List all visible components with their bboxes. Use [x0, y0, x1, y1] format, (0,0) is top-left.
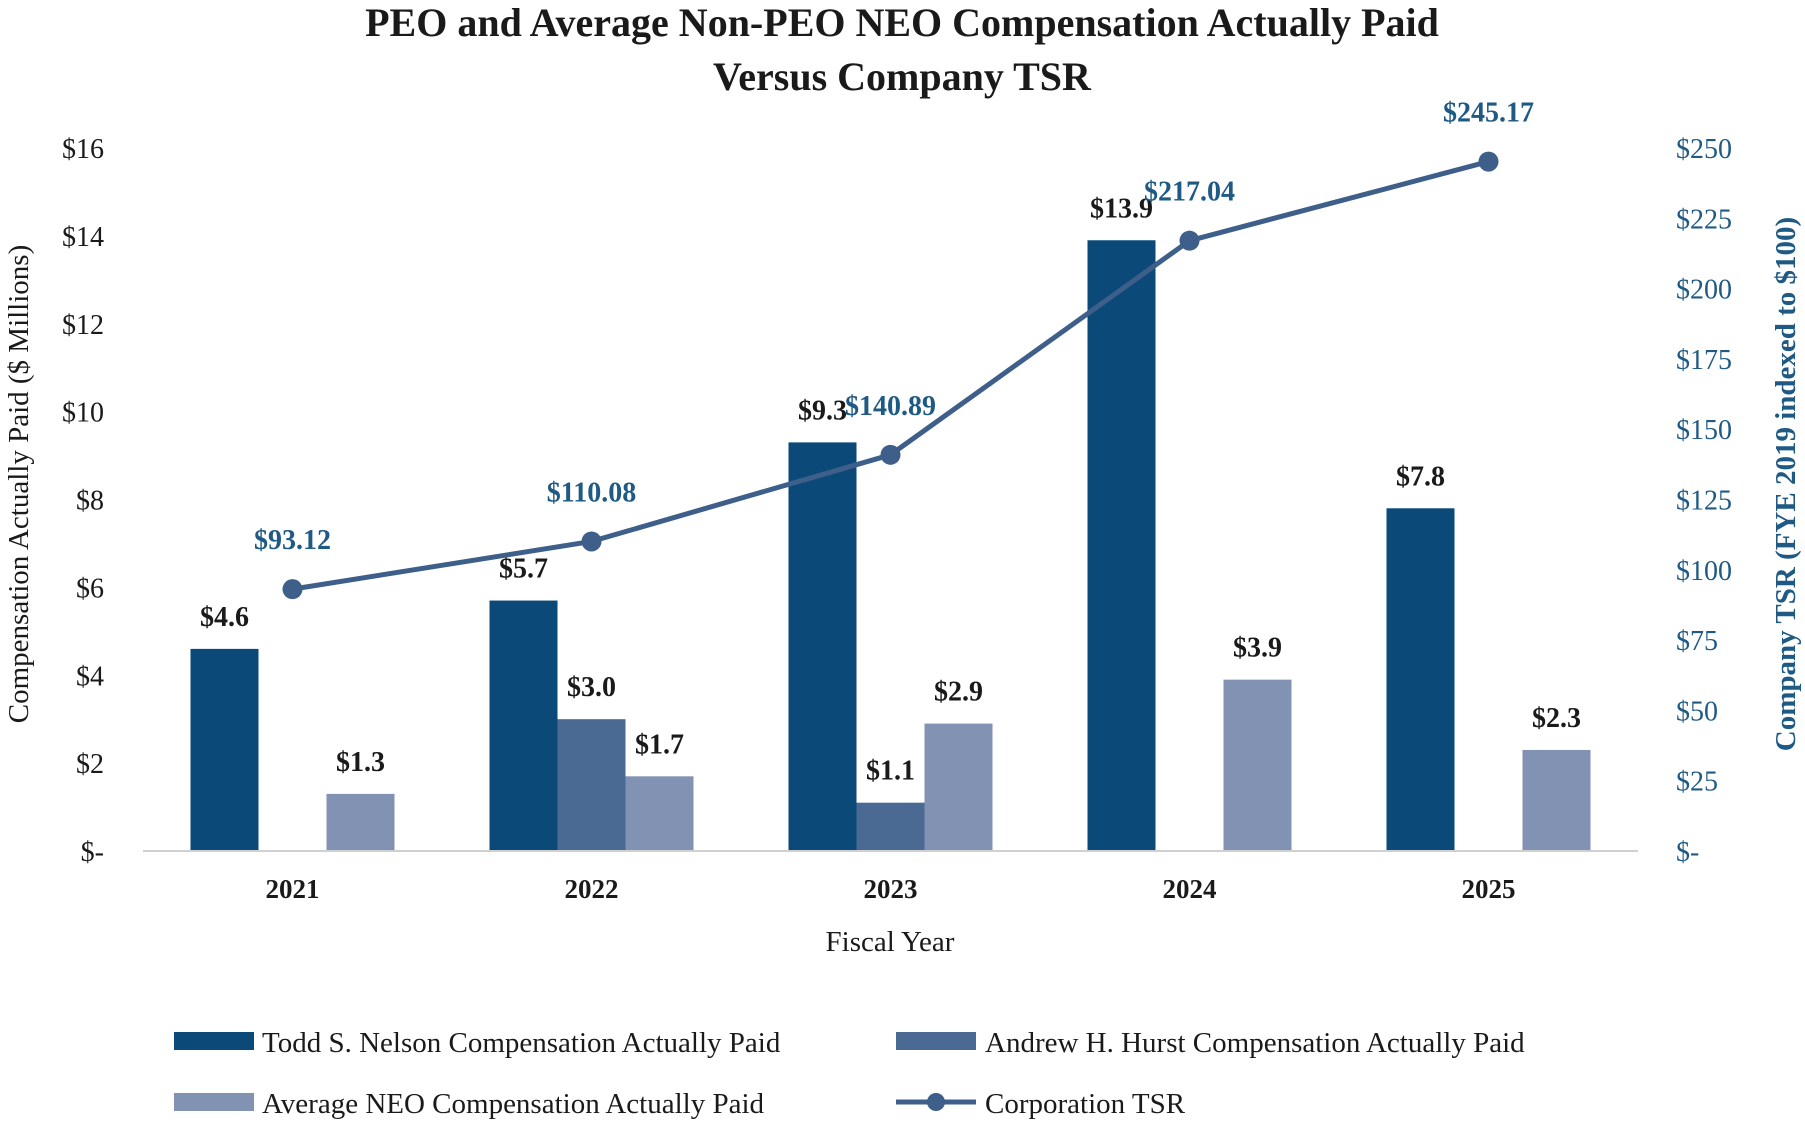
- bar-nelson: [1386, 508, 1455, 851]
- legend-label-nelson: Todd S. Nelson Compensation Actually Pai…: [262, 1027, 781, 1059]
- bars-group: $4.6 $5.7 $9.3 $13.9 $7.8 $3.0 $1.1 $1.3 $1.7 $2.…: [190, 193, 1591, 852]
- tsr-data-label: $245.17: [1443, 98, 1534, 129]
- y-tick-label: $14: [62, 222, 104, 253]
- x-tick-label: 2021: [266, 874, 320, 904]
- y2-tick-label: $50: [1676, 696, 1718, 727]
- bar-data-label: $1.1: [866, 756, 915, 787]
- y-tick-label: $8: [76, 486, 104, 517]
- bar-data-label: $3.0: [567, 672, 616, 703]
- tsr-point: [880, 444, 901, 465]
- x-axis-ticks: 2021 2022 2023 2024 2025: [266, 874, 1516, 904]
- bar-average: [625, 776, 694, 851]
- bar-nelson: [489, 600, 558, 851]
- bar-hurst: [856, 802, 925, 851]
- x-tick-label: 2024: [1163, 874, 1217, 904]
- bar-average: [1522, 749, 1591, 851]
- x-tick-label: 2023: [864, 874, 918, 904]
- tsr-data-label: $93.12: [254, 525, 331, 556]
- bar-data-label: $9.3: [798, 395, 847, 426]
- y-tick-label: $12: [62, 310, 104, 341]
- bar-hurst: [557, 719, 626, 851]
- legend: Todd S. Nelson Compensation Actually Pai…: [174, 1027, 1525, 1120]
- bar-nelson: [1087, 240, 1156, 852]
- bar-data-label: $5.7: [499, 554, 548, 585]
- y2-tick-label: $25: [1676, 767, 1718, 798]
- bar-data-label: $1.7: [635, 729, 684, 760]
- y2-tick-label: $-: [1676, 837, 1699, 868]
- legend-swatch-nelson: [174, 1032, 254, 1050]
- left-axis-ticks: $- $2 $4 $6 $8 $10 $12 $14 $16: [62, 134, 104, 868]
- x-tick-label: 2025: [1462, 874, 1516, 904]
- y2-tick-label: $175: [1676, 345, 1732, 376]
- tsr-line: [292, 159, 1490, 592]
- x-tick-label: 2022: [565, 874, 619, 904]
- tsr-data-label: $217.04: [1144, 177, 1235, 208]
- bar-average: [924, 723, 993, 851]
- y2-tick-label: $125: [1676, 486, 1732, 517]
- bar-data-label: $4.6: [200, 602, 249, 633]
- bar-nelson: [190, 648, 259, 851]
- y2-tick-label: $250: [1676, 134, 1732, 165]
- y-tick-label: $-: [81, 837, 104, 868]
- right-axis-ticks: $- $25 $50 $75 $100 $125 $150 $175 $200 $225 $250: [1676, 134, 1732, 868]
- legend-swatch-hurst: [896, 1032, 976, 1050]
- y-tick-label: $4: [76, 661, 104, 692]
- bar-average: [326, 793, 395, 851]
- x-axis-title: Fiscal Year: [826, 926, 955, 958]
- y-tick-label: $6: [76, 573, 104, 604]
- bar-data-label: $2.9: [934, 677, 983, 708]
- y2-tick-label: $75: [1676, 626, 1718, 657]
- y2-axis-title: Company TSR (FYE 2019 indexed to $100): [1770, 217, 1802, 751]
- y-tick-label: $2: [76, 749, 104, 780]
- legend-label-hurst: Andrew H. Hurst Compensation Actually Pa…: [985, 1027, 1525, 1059]
- bar-data-label: $7.8: [1396, 461, 1445, 492]
- legend-swatch-average: [174, 1093, 254, 1111]
- y2-tick-label: $100: [1676, 556, 1732, 587]
- bar-average: [1223, 679, 1292, 851]
- legend-marker-tsr: [927, 1093, 945, 1111]
- chart-title-line2: Versus Company TSR: [713, 54, 1092, 99]
- y2-tick-label: $225: [1676, 204, 1732, 235]
- tsr-point: [581, 531, 602, 552]
- y-tick-label: $10: [62, 398, 104, 429]
- bar-data-label: $1.3: [336, 747, 385, 778]
- bar-data-label: $3.9: [1233, 633, 1282, 664]
- bar-data-label: $13.9: [1090, 193, 1153, 224]
- bar-data-label: $2.3: [1532, 703, 1581, 734]
- tsr-point: [1179, 230, 1200, 251]
- legend-label-tsr: Corporation TSR: [985, 1088, 1186, 1120]
- y-axis-title: Compensation Actually Paid ($ Millions): [3, 245, 35, 723]
- tsr-data-label: $140.89: [845, 391, 936, 422]
- bar-nelson: [788, 442, 857, 851]
- tsr-data-label: $110.08: [547, 477, 636, 508]
- y2-tick-label: $150: [1676, 415, 1732, 446]
- y-tick-label: $16: [62, 134, 104, 165]
- y2-tick-label: $200: [1676, 275, 1732, 306]
- legend-label-average: Average NEO Compensation Actually Paid: [262, 1088, 765, 1120]
- tsr-point: [282, 579, 303, 600]
- tsr-line-group: $93.12 $110.08 $140.89 $217.04 $245.17: [254, 98, 1534, 600]
- tsr-point: [1478, 151, 1499, 172]
- chart-title-line1: PEO and Average Non-PEO NEO Compensation…: [365, 0, 1439, 45]
